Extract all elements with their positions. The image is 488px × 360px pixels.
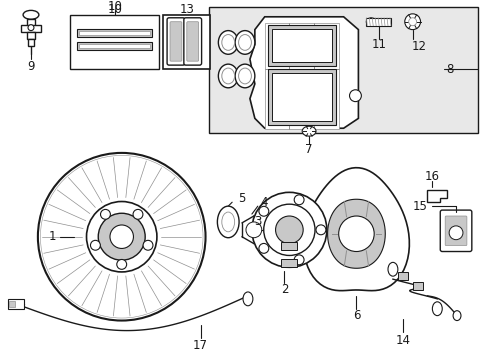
Circle shape	[28, 25, 34, 31]
Bar	[209, 7, 477, 133]
Text: 3: 3	[254, 215, 261, 229]
Circle shape	[349, 90, 361, 102]
Polygon shape	[303, 168, 408, 291]
Circle shape	[294, 195, 304, 205]
Bar	[397, 272, 407, 280]
FancyBboxPatch shape	[444, 216, 466, 246]
Bar	[28, 40, 34, 46]
FancyBboxPatch shape	[439, 210, 471, 252]
Ellipse shape	[235, 64, 254, 88]
Text: 1: 1	[49, 230, 56, 243]
Text: 8: 8	[446, 63, 453, 76]
Bar	[271, 29, 331, 62]
Bar	[21, 25, 41, 32]
Circle shape	[86, 202, 157, 272]
Ellipse shape	[217, 206, 239, 238]
Circle shape	[404, 14, 420, 30]
Text: 11: 11	[371, 38, 386, 51]
FancyBboxPatch shape	[170, 22, 182, 61]
Text: 15: 15	[412, 200, 427, 213]
Bar	[77, 29, 152, 36]
Ellipse shape	[222, 68, 234, 84]
Bar	[281, 242, 297, 249]
FancyBboxPatch shape	[186, 22, 198, 61]
Bar	[267, 25, 335, 66]
Bar	[79, 31, 150, 35]
Circle shape	[408, 18, 416, 26]
Ellipse shape	[238, 68, 251, 84]
Circle shape	[294, 255, 304, 265]
Text: 4: 4	[260, 196, 267, 209]
Text: 14: 14	[394, 334, 409, 347]
Text: 5: 5	[238, 192, 245, 205]
Bar	[79, 44, 150, 48]
Ellipse shape	[222, 35, 234, 50]
Bar	[267, 69, 335, 125]
Bar	[70, 15, 159, 69]
Circle shape	[41, 156, 203, 318]
Text: 6: 6	[352, 309, 360, 322]
Bar	[8, 299, 24, 309]
FancyBboxPatch shape	[183, 18, 201, 65]
Bar	[281, 260, 297, 267]
Ellipse shape	[218, 31, 238, 54]
Bar	[271, 73, 331, 121]
Ellipse shape	[302, 126, 315, 136]
Ellipse shape	[452, 311, 460, 320]
Text: 12: 12	[411, 40, 426, 53]
Circle shape	[258, 243, 268, 253]
Bar	[412, 282, 422, 290]
Ellipse shape	[218, 64, 238, 88]
Circle shape	[98, 213, 145, 260]
Ellipse shape	[238, 35, 251, 50]
Circle shape	[133, 210, 142, 219]
Circle shape	[315, 225, 325, 235]
Circle shape	[448, 226, 462, 240]
Circle shape	[275, 216, 303, 244]
Bar	[27, 19, 35, 27]
Circle shape	[38, 153, 205, 320]
Ellipse shape	[387, 262, 397, 276]
Polygon shape	[427, 190, 446, 202]
Ellipse shape	[235, 31, 254, 54]
Bar	[27, 32, 35, 40]
Circle shape	[110, 225, 133, 248]
Circle shape	[90, 240, 100, 250]
Text: 13: 13	[179, 3, 194, 17]
FancyBboxPatch shape	[167, 18, 184, 65]
Ellipse shape	[431, 302, 441, 316]
Text: 16: 16	[424, 170, 439, 183]
Polygon shape	[327, 199, 385, 268]
Ellipse shape	[366, 18, 375, 26]
Circle shape	[263, 204, 314, 256]
Text: 2: 2	[280, 283, 287, 297]
Circle shape	[117, 260, 126, 269]
Circle shape	[101, 210, 110, 219]
Text: 17: 17	[193, 339, 208, 352]
Bar	[264, 23, 338, 129]
Text: 10: 10	[107, 0, 122, 13]
Bar	[163, 15, 210, 69]
Ellipse shape	[243, 292, 252, 306]
Bar	[9, 301, 15, 307]
Text: 9: 9	[27, 60, 35, 73]
Bar	[77, 42, 152, 50]
Bar	[366, 18, 390, 26]
Ellipse shape	[23, 10, 39, 19]
Circle shape	[258, 206, 268, 216]
Circle shape	[245, 222, 261, 238]
Polygon shape	[249, 17, 358, 128]
Circle shape	[338, 216, 373, 252]
Ellipse shape	[222, 212, 234, 232]
Circle shape	[251, 192, 326, 267]
Text: 10: 10	[107, 3, 122, 17]
Text: 7: 7	[305, 143, 312, 157]
Circle shape	[143, 240, 153, 250]
